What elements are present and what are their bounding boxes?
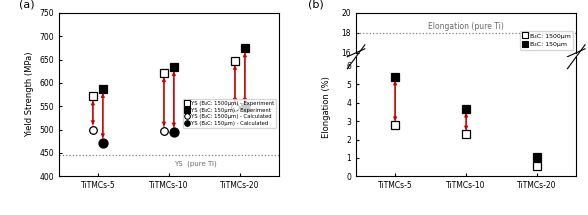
Text: Elongation (pure Ti): Elongation (pure Ti) [428,22,504,31]
Legend: YS (B₄C: 1500μm) - Experiment, YS (B₄C: 150μm) - Experiment, YS (B₄C: 1500μm) - : YS (B₄C: 1500μm) - Experiment, YS (B₄C: … [182,99,276,128]
Text: (a): (a) [19,0,35,10]
Text: Elongation (%): Elongation (%) [322,77,331,138]
Legend: B₄C: 1500μm, B₄C: 150μm: B₄C: 1500μm, B₄C: 150μm [520,31,573,50]
Text: YS  (pure Ti): YS (pure Ti) [175,161,217,167]
Y-axis label: Yield Strength (MPa): Yield Strength (MPa) [25,52,34,137]
Text: (b): (b) [308,0,323,10]
